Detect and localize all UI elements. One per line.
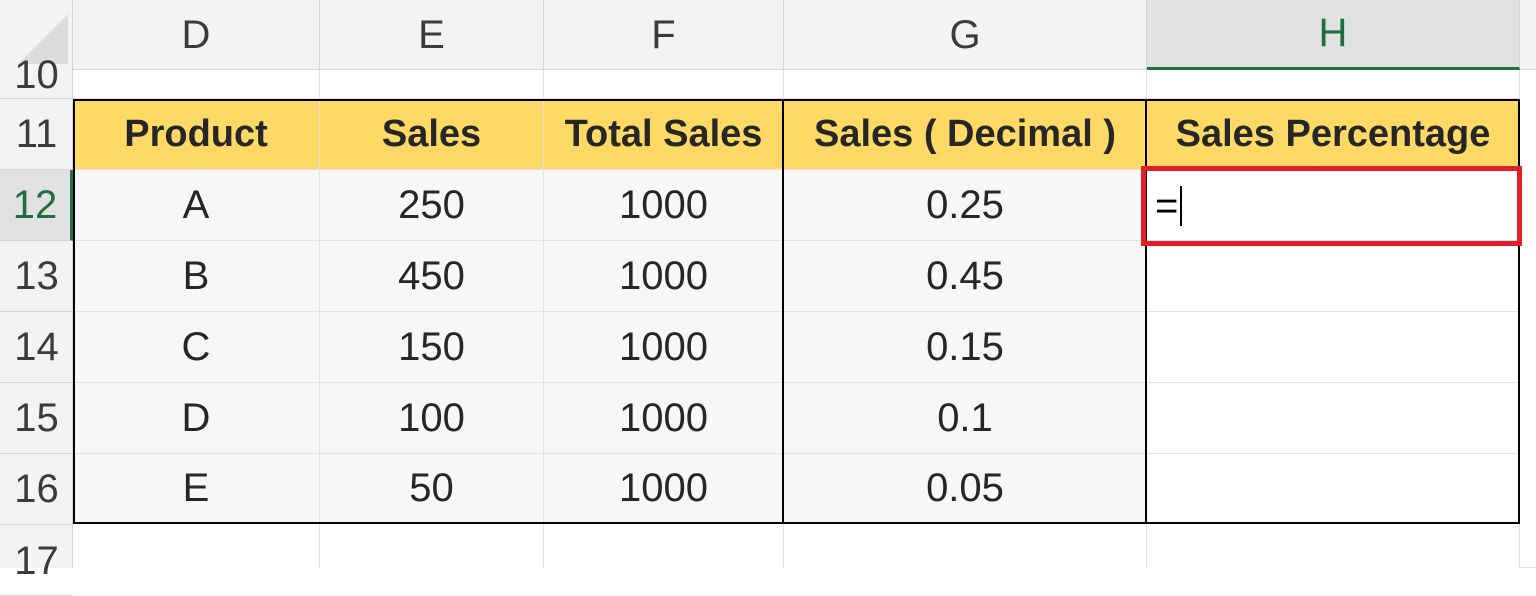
cell-e10[interactable] <box>320 70 544 99</box>
active-cell-h12[interactable] <box>1147 170 1520 241</box>
cell-edit-entry[interactable]: = <box>1155 175 1183 237</box>
select-all-triangle-icon <box>18 14 68 64</box>
table-cell[interactable]: D <box>73 383 320 454</box>
cell-f17[interactable] <box>544 524 784 568</box>
table-cell[interactable] <box>1147 312 1520 383</box>
table-cell[interactable]: 100 <box>320 383 544 454</box>
table-header-sales[interactable]: Sales <box>320 99 544 170</box>
table-cell[interactable]: 1000 <box>544 312 784 383</box>
column-header-e[interactable]: E <box>320 0 544 70</box>
table-cell[interactable]: C <box>73 312 320 383</box>
table-cell[interactable]: 50 <box>320 454 544 524</box>
select-all-button[interactable] <box>0 0 73 70</box>
table-cell[interactable] <box>1147 454 1520 524</box>
table-cell[interactable]: 1000 <box>544 241 784 312</box>
table-cell[interactable]: 1000 <box>544 170 784 241</box>
row-header-15[interactable]: 15 <box>0 383 73 454</box>
table-cell[interactable]: 1000 <box>544 383 784 454</box>
text-caret <box>1180 186 1183 226</box>
cell-d17[interactable] <box>73 524 320 568</box>
row-header-14[interactable]: 14 <box>0 312 73 383</box>
row-header-10[interactable]: 10 <box>0 45 73 99</box>
row-header-16[interactable]: 16 <box>0 454 73 525</box>
table-cell[interactable]: 1000 <box>544 454 784 524</box>
cell-h17[interactable] <box>1147 524 1520 568</box>
row-header-13[interactable]: 13 <box>0 241 73 312</box>
column-header-bar: D E F G H <box>0 0 1536 70</box>
column-header-d[interactable]: D <box>73 0 320 70</box>
table-header-total-sales[interactable]: Total Sales <box>544 99 784 170</box>
row-header-12[interactable]: 12 <box>0 170 73 241</box>
table-cell[interactable]: A <box>73 170 320 241</box>
column-header-f[interactable]: F <box>544 0 784 70</box>
table-cell[interactable]: 0.25 <box>784 170 1147 241</box>
row-header-11[interactable]: 11 <box>0 99 73 170</box>
table-cell[interactable]: 0.05 <box>784 454 1147 524</box>
table-cell[interactable] <box>1147 241 1520 312</box>
table-cell[interactable]: 0.45 <box>784 241 1147 312</box>
table-cell[interactable]: 0.1 <box>784 383 1147 454</box>
table-cell[interactable]: 250 <box>320 170 544 241</box>
table-header-sales-percentage[interactable]: Sales Percentage <box>1147 99 1520 170</box>
table-cell[interactable]: 0.15 <box>784 312 1147 383</box>
row-header-17[interactable]: 17 <box>0 525 73 596</box>
cell-f10[interactable] <box>544 70 784 99</box>
table-cell[interactable]: E <box>73 454 320 524</box>
cell-edit-text: = <box>1155 183 1179 228</box>
table-cell[interactable]: B <box>73 241 320 312</box>
table-header-sales-decimal[interactable]: Sales ( Decimal ) <box>784 99 1147 170</box>
column-header-h[interactable]: H <box>1147 0 1520 70</box>
cell-e17[interactable] <box>320 524 544 568</box>
cell-g17[interactable] <box>784 524 1147 568</box>
cell-h10[interactable] <box>1147 70 1520 99</box>
table-cell[interactable]: 450 <box>320 241 544 312</box>
table-header-product[interactable]: Product <box>73 99 320 170</box>
table-cell[interactable]: 150 <box>320 312 544 383</box>
cell-g10[interactable] <box>784 70 1147 99</box>
row-header-bar: 10 11 12 13 14 15 16 17 <box>0 53 73 596</box>
table-cell[interactable] <box>1147 383 1520 454</box>
column-header-g[interactable]: G <box>784 0 1147 70</box>
cell-d10[interactable] <box>73 70 320 99</box>
cell-i-partial[interactable] <box>1520 70 1536 568</box>
